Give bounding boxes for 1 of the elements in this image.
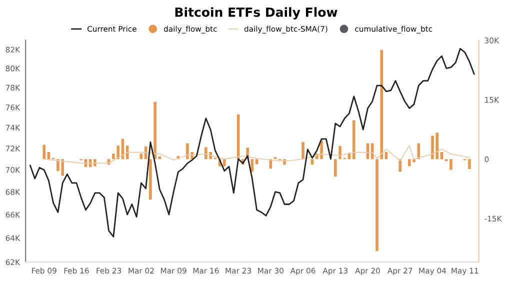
chart-title: Bitcoin ETFs Daily Flow [175,7,338,20]
